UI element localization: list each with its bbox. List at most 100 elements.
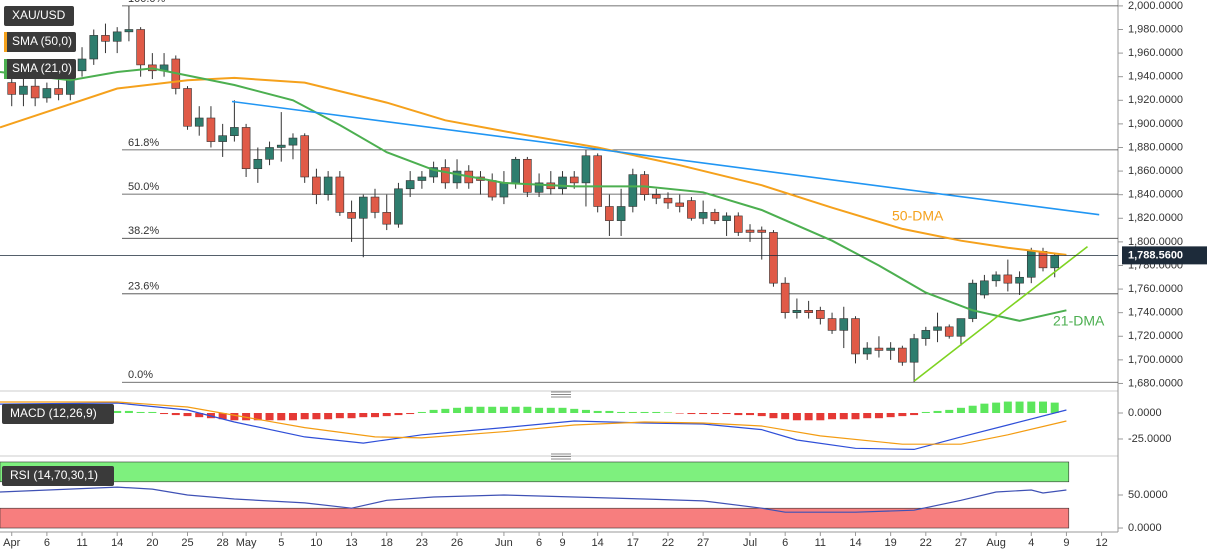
candle-body (124, 29, 134, 33)
legend-swatch (4, 32, 7, 52)
oversold-band (0, 507, 1070, 529)
x-tick-label: 5 (278, 537, 284, 549)
candle-body (968, 282, 977, 319)
histogram-bar (124, 410, 133, 414)
candle-body (452, 170, 462, 184)
histogram-bar (429, 409, 438, 414)
candle-body (734, 215, 743, 233)
candle-body (358, 196, 368, 219)
x-tick-label: 27 (955, 537, 967, 549)
x-tick-label: 6 (536, 537, 542, 549)
histogram-bar (886, 413, 895, 418)
candle-body (640, 174, 649, 195)
histogram-bar (499, 406, 508, 414)
candle-body (323, 176, 333, 195)
x-tick-label: Jul (743, 537, 757, 549)
histogram-bar (828, 413, 837, 420)
y-tick-label: 1,900.0000 (1128, 118, 1183, 130)
y-tick-label: 1,840.0000 (1128, 189, 1183, 201)
candle-body (534, 182, 544, 193)
y-tick-label: 1,740.0000 (1128, 307, 1183, 319)
candle-body (288, 137, 298, 146)
series-line (231, 100, 1100, 216)
resize-grip[interactable] (551, 391, 571, 398)
candle-body (253, 158, 263, 170)
x-tick-label: Apr (3, 537, 20, 549)
candle-body (241, 127, 251, 170)
histogram-bar (406, 413, 415, 415)
histogram-bar (347, 413, 356, 419)
candle-body (991, 274, 1001, 282)
histogram-bar (851, 413, 860, 420)
y-tick-label: 0.0000 (1128, 522, 1162, 534)
histogram-bar (945, 409, 954, 414)
y-tick-label: 1,760.0000 (1128, 283, 1183, 295)
histogram-bar (195, 413, 204, 418)
candle-body (499, 182, 509, 198)
y-tick-label: 1,800.0000 (1128, 236, 1183, 248)
candle-body (558, 176, 567, 190)
candle-body (7, 82, 17, 95)
y-tick-label: 1,940.0000 (1128, 71, 1183, 83)
x-tick-label: May (236, 537, 257, 549)
histogram-bar (488, 406, 497, 414)
resize-grip[interactable] (551, 453, 571, 460)
y-tick-label: 1,880.0000 (1128, 141, 1183, 153)
candle-body (42, 88, 52, 99)
x-tick-label: 20 (146, 537, 158, 549)
x-tick-label: 14 (111, 537, 123, 549)
histogram-bar (335, 413, 344, 419)
candle-body (862, 347, 872, 355)
candle-body (194, 117, 204, 127)
histogram-bar (1015, 401, 1024, 414)
legend-label: SMA (21,0) (12, 61, 72, 75)
candle-body (933, 326, 942, 331)
candle-body (1038, 251, 1048, 269)
y-tick-label: 2,000.0000 (1128, 0, 1183, 12)
histogram-bar (441, 408, 450, 414)
x-tick-label: 11 (76, 537, 87, 549)
x-tick-label: 19 (885, 537, 897, 549)
fib-label: 100.0% (128, 0, 166, 5)
candle-body (1015, 276, 1024, 284)
histogram-bar (148, 411, 157, 414)
candle-body (1050, 255, 1060, 269)
candle-body (851, 318, 860, 355)
histogram-bar (581, 409, 590, 414)
histogram-bar (324, 413, 333, 420)
candle-body (300, 135, 309, 178)
histogram-bar (980, 403, 989, 414)
candle-body (616, 206, 626, 221)
x-tick-label: 25 (181, 537, 193, 549)
candle-body (628, 174, 638, 207)
histogram-bar (769, 413, 778, 419)
x-tick-label: 27 (697, 537, 709, 549)
histogram-bar (992, 402, 1001, 414)
legend-box (4, 59, 76, 79)
candle-body (511, 158, 520, 184)
candle-body (429, 167, 438, 178)
candle-body (382, 212, 392, 225)
legend-label: RSI (14,70,30,1) (10, 468, 98, 482)
fib-label: 0.0% (128, 369, 153, 381)
histogram-bar (687, 413, 696, 415)
histogram-bar (874, 413, 883, 419)
candle-body (1003, 274, 1013, 284)
x-tick-label: 17 (627, 537, 639, 549)
fib-label: 50.0% (128, 181, 159, 193)
y-tick-label: 1,700.0000 (1128, 354, 1183, 366)
histogram-bar (1038, 401, 1047, 414)
overbought-band (0, 461, 1070, 483)
x-tick-label: 9 (1063, 537, 1069, 549)
candle-body (745, 229, 755, 233)
candle-body (816, 310, 825, 319)
series-annotation: 21-DMA (1053, 313, 1105, 329)
histogram-bar (300, 413, 309, 420)
x-tick-label: 14 (592, 537, 604, 549)
histogram-bar (230, 413, 239, 421)
histogram-bar (628, 411, 637, 414)
candle-body (89, 35, 99, 60)
histogram-bar (652, 411, 661, 414)
histogram-bar (699, 413, 708, 415)
